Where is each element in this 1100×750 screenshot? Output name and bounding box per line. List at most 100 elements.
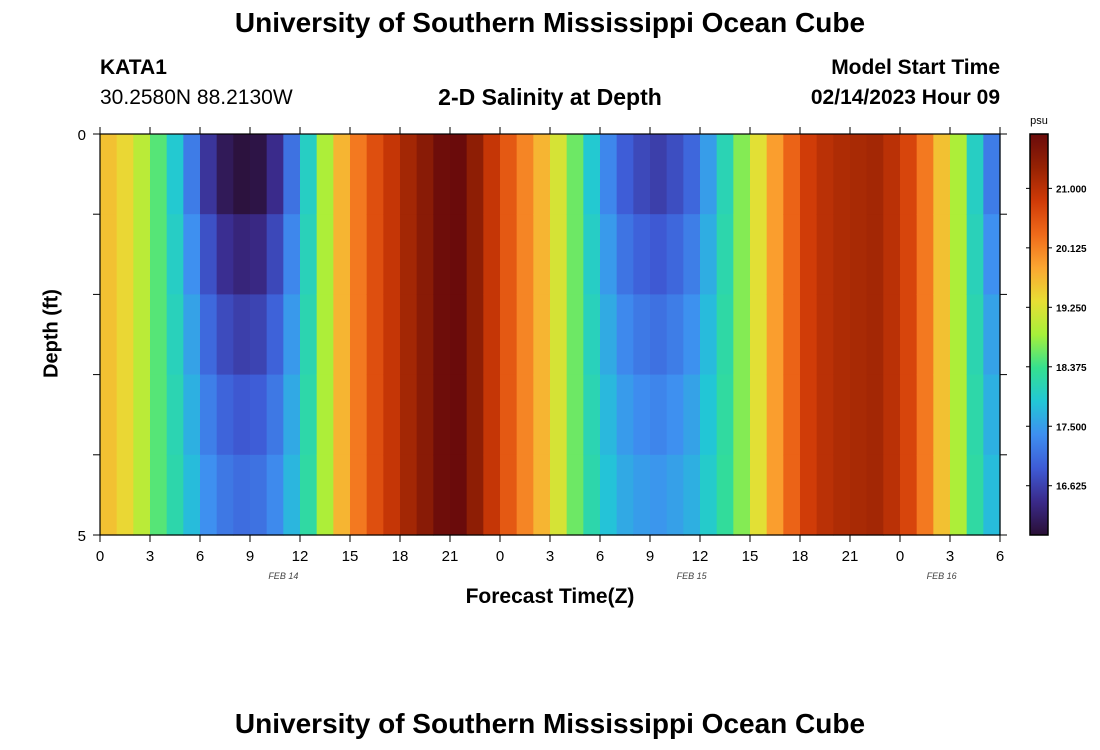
x-tick-label: 9	[246, 548, 254, 565]
colorbar: psu 21.000 20.125 19.250 18.375 17.500 16.625	[1026, 115, 1087, 536]
heatmap-cell	[433, 374, 451, 456]
heatmap-cell	[916, 134, 934, 215]
heatmap-cell	[166, 454, 184, 536]
heatmap-cell	[750, 454, 768, 536]
heatmap-cell	[883, 374, 901, 456]
heatmap-cell	[383, 294, 401, 376]
heatmap-cell	[583, 294, 601, 376]
colorbar-unit: psu	[1030, 115, 1048, 127]
heatmap-cell	[383, 134, 401, 215]
heatmap-cell	[666, 214, 684, 295]
heatmap-cell	[900, 454, 918, 536]
heatmap-cell	[550, 134, 568, 215]
heatmap-cell	[116, 134, 134, 215]
heatmap-cell	[150, 214, 168, 295]
x-tick-label: 9	[646, 548, 654, 565]
heatmap-cell	[216, 134, 234, 215]
heatmap-cell	[350, 134, 368, 215]
heatmap-cell	[200, 134, 218, 215]
heatmap-cell	[700, 294, 718, 376]
colorbar-gradient	[1029, 133, 1049, 536]
heatmap-cell	[133, 214, 151, 295]
heatmap-cell	[466, 374, 484, 456]
heatmap-cell	[583, 134, 601, 215]
heatmap-cell	[366, 214, 384, 295]
heatmap-cell	[483, 214, 501, 295]
heatmap-cell	[166, 214, 184, 295]
heatmap-cell	[616, 454, 634, 536]
heatmap-cell	[116, 454, 134, 536]
heatmap-cell	[833, 454, 851, 536]
heatmap-cell	[983, 134, 1001, 215]
heatmap-cell	[833, 214, 851, 295]
heatmap-cell	[350, 454, 368, 536]
colorbar-tick-label: 21.000	[1056, 184, 1087, 195]
heatmap-cell	[550, 454, 568, 536]
heatmap-cell	[150, 454, 168, 536]
y-tick-label: 5	[78, 528, 86, 545]
heatmap-cell	[583, 454, 601, 536]
heatmap-cell	[983, 374, 1001, 456]
colorbar-tick-label: 17.500	[1056, 422, 1087, 433]
heatmap-cell	[450, 214, 468, 295]
x-tick-label: 3	[546, 548, 554, 565]
heatmap-cell	[633, 294, 651, 376]
heatmap-cell	[366, 134, 384, 215]
heatmap-cell	[900, 374, 918, 456]
heatmap-cell	[600, 454, 618, 536]
heatmap-cell	[966, 214, 984, 295]
heatmap-cell	[400, 294, 418, 376]
heatmap-cells	[100, 134, 1001, 536]
heatmap-cell	[900, 294, 918, 376]
heatmap-cell	[566, 374, 584, 456]
heatmap-cell	[450, 454, 468, 536]
heatmap-cell	[983, 294, 1001, 376]
x-tick-label: 15	[742, 548, 759, 565]
heatmap-cell	[383, 454, 401, 536]
heatmap-cell	[916, 374, 934, 456]
heatmap-cell	[800, 134, 818, 215]
colorbar-tick-label: 18.375	[1056, 363, 1087, 374]
heatmap-cell	[516, 374, 534, 456]
heatmap-cell	[733, 134, 751, 215]
heatmap-cell	[683, 214, 701, 295]
heatmap-cell	[400, 134, 418, 215]
heatmap-cell	[883, 454, 901, 536]
heatmap-cell	[416, 214, 434, 295]
heatmap-cell	[266, 134, 284, 215]
heatmap-cell	[650, 134, 668, 215]
heatmap-cell	[633, 214, 651, 295]
chart-subtitle: 2-D Salinity at Depth	[438, 84, 662, 110]
heatmap-cell	[983, 454, 1001, 536]
heatmap-cell	[933, 454, 951, 536]
heatmap-cell	[383, 374, 401, 456]
heatmap-cell	[600, 294, 618, 376]
x-tick-label: 0	[96, 548, 104, 565]
heatmap-cell	[550, 374, 568, 456]
heatmap-cell	[433, 214, 451, 295]
heatmap-cell	[766, 454, 784, 536]
heatmap-cell	[450, 294, 468, 376]
heatmap-cell	[333, 294, 351, 376]
heatmap-cell	[300, 374, 318, 456]
heatmap-cell	[100, 134, 118, 215]
heatmap-cell	[683, 374, 701, 456]
heatmap-cell	[966, 134, 984, 215]
heatmap-cell	[316, 454, 334, 536]
x-axis-label: Forecast Time(Z)	[465, 585, 635, 608]
heatmap-cell	[483, 134, 501, 215]
heatmap-cell	[516, 294, 534, 376]
heatmap-cell	[300, 134, 318, 215]
heatmap-cell	[900, 134, 918, 215]
heatmap-cell	[433, 134, 451, 215]
heatmap-cell	[583, 214, 601, 295]
heatmap-cell	[483, 294, 501, 376]
heatmap-cell	[116, 214, 134, 295]
heatmap-cell	[683, 294, 701, 376]
heatmap-cell	[933, 214, 951, 295]
heatmap-cell	[133, 454, 151, 536]
heatmap-cell	[800, 454, 818, 536]
heatmap-cell	[666, 374, 684, 456]
heatmap-cell	[516, 454, 534, 536]
heatmap-cell	[683, 454, 701, 536]
